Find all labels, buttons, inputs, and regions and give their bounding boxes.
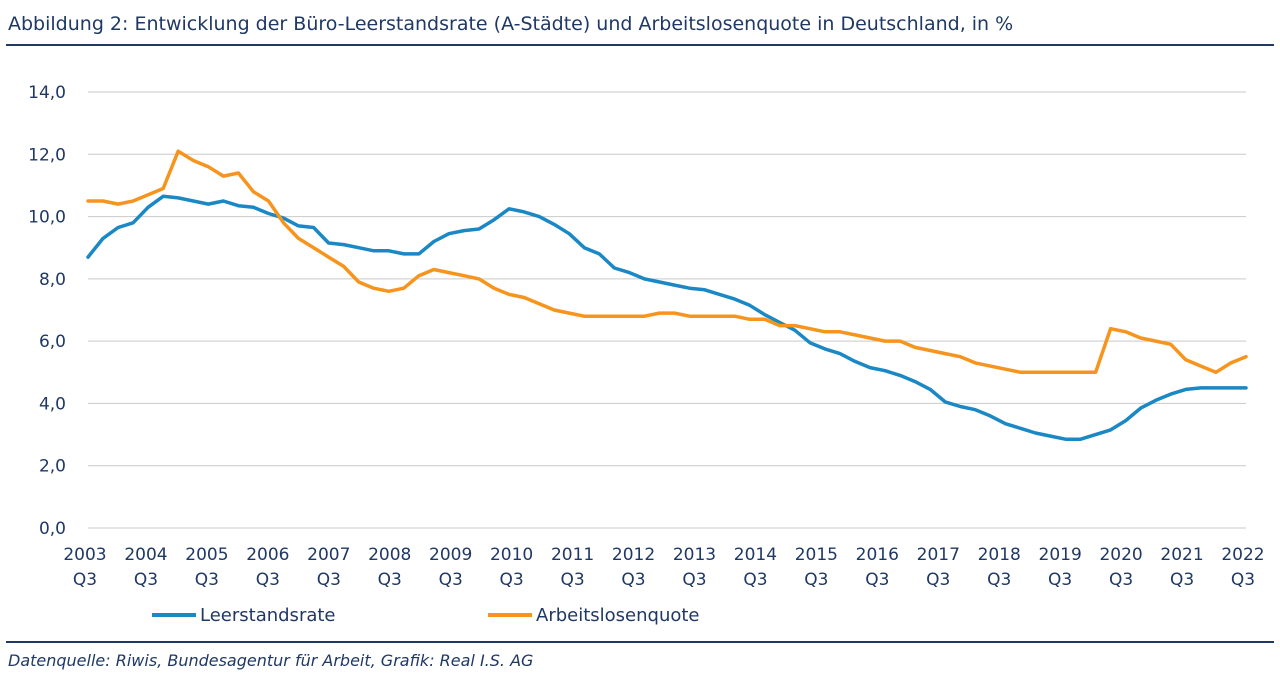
- grid-lines: [88, 91, 1246, 529]
- x-tick-year: 2008: [368, 545, 411, 565]
- x-tick-quarter: Q3: [682, 570, 706, 590]
- legend: Leerstandsrate Arbeitslosenquote: [152, 605, 700, 626]
- x-tick-quarter: Q3: [1048, 570, 1072, 590]
- footer-divider: [6, 641, 1274, 643]
- x-tick-quarter: Q3: [560, 570, 584, 590]
- x-tick-quarter: Q3: [743, 570, 767, 590]
- source-note: Datenquelle: Riwis, Bundesagentur für Ar…: [8, 651, 534, 670]
- x-tick-year: 2016: [856, 545, 899, 565]
- y-tick-label: 12,0: [28, 145, 66, 165]
- x-tick-year: 2017: [917, 545, 960, 565]
- x-tick-quarter: Q3: [804, 570, 828, 590]
- x-axis-tick-labels: 2003 Q3 2004 Q3 2005 Q3 2006 Q3 2007 Q3 2008 Q3 2009…: [63, 545, 1264, 590]
- x-tick-year: 2015: [795, 545, 838, 565]
- series-line-arbeitslos: [86, 149, 1248, 375]
- series-lines: [86, 149, 1248, 441]
- x-tick-quarter: Q3: [1231, 570, 1255, 590]
- legend-label-arbeitslos: Arbeitslosenquote: [536, 605, 700, 626]
- x-tick-quarter: Q3: [1109, 570, 1133, 590]
- x-tick-quarter: Q3: [987, 570, 1011, 590]
- x-tick-quarter: Q3: [378, 570, 402, 590]
- series-line-leerstand: [86, 194, 1248, 441]
- x-tick-year: 2004: [124, 545, 167, 565]
- y-tick-label: 2,0: [39, 457, 66, 477]
- x-tick-quarter: Q3: [73, 570, 97, 590]
- x-tick-quarter: Q3: [134, 570, 158, 590]
- chart-title: Abbildung 2: Entwicklung der Büro-Leerst…: [8, 13, 1014, 35]
- x-tick-year: 2011: [551, 545, 594, 565]
- x-tick-year: 2013: [673, 545, 716, 565]
- x-tick-quarter: Q3: [621, 570, 645, 590]
- y-tick-label: 6,0: [39, 332, 66, 352]
- y-tick-label: 10,0: [28, 208, 66, 228]
- x-tick-quarter: Q3: [1170, 570, 1194, 590]
- x-tick-year: 2010: [490, 545, 533, 565]
- x-tick-year: 2014: [734, 545, 777, 565]
- x-tick-quarter: Q3: [926, 570, 950, 590]
- y-axis-tick-labels: 0,0 2,0 4,0 6,0 8,0 10,0 12,0 14,0: [28, 83, 66, 539]
- x-tick-year: 2006: [246, 545, 289, 565]
- y-tick-label: 14,0: [28, 83, 66, 103]
- x-tick-year: 2003: [63, 545, 106, 565]
- x-tick-year: 2005: [185, 545, 228, 565]
- y-tick-label: 8,0: [39, 270, 66, 290]
- x-tick-quarter: Q3: [439, 570, 463, 590]
- x-tick-year: 2018: [978, 545, 1021, 565]
- x-tick-year: 2021: [1160, 545, 1203, 565]
- x-tick-year: 2020: [1099, 545, 1142, 565]
- x-tick-year: 2022: [1221, 545, 1264, 565]
- x-tick-year: 2019: [1039, 545, 1082, 565]
- legend-label-leerstand: Leerstandsrate: [200, 605, 336, 626]
- x-tick-quarter: Q3: [317, 570, 341, 590]
- x-tick-year: 2009: [429, 545, 472, 565]
- x-tick-year: 2007: [307, 545, 350, 565]
- x-tick-quarter: Q3: [865, 570, 889, 590]
- y-tick-label: 4,0: [39, 394, 66, 414]
- x-tick-year: 2012: [612, 545, 655, 565]
- x-tick-quarter: Q3: [500, 570, 524, 590]
- y-tick-label: 0,0: [39, 519, 66, 539]
- x-tick-quarter: Q3: [256, 570, 280, 590]
- x-tick-quarter: Q3: [195, 570, 219, 590]
- title-divider: [6, 44, 1274, 46]
